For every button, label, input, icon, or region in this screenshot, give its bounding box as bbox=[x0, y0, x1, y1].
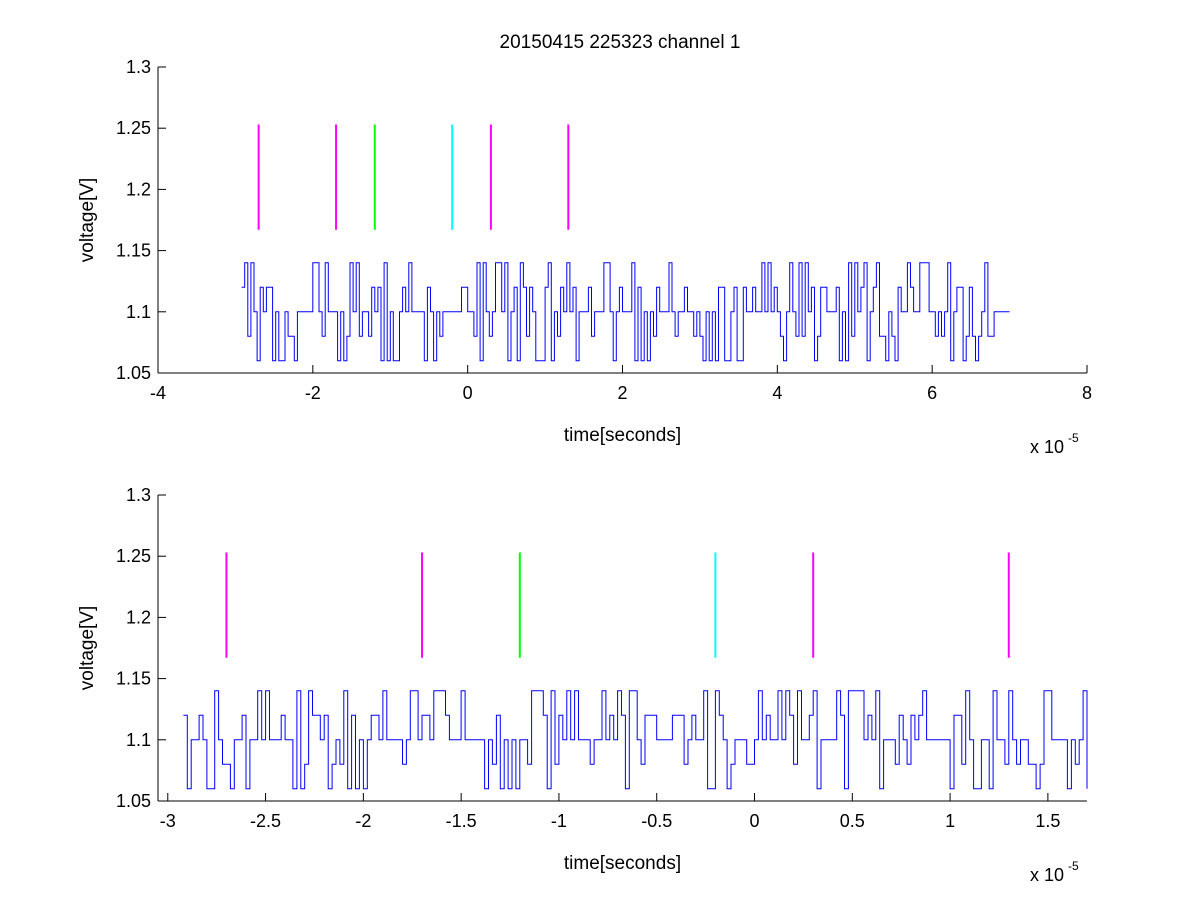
y-tick-label: 1.15 bbox=[116, 241, 151, 261]
x-multiplier-base: x 10 bbox=[1030, 865, 1064, 885]
y-axis-title: voltage[V] bbox=[77, 178, 98, 263]
x-tick-label: 6 bbox=[927, 383, 937, 403]
x-tick-label: -2 bbox=[355, 811, 371, 831]
x-multiplier-exponent: -5 bbox=[1068, 859, 1079, 873]
x-tick-label: 4 bbox=[772, 383, 782, 403]
x-tick-label: 0 bbox=[750, 811, 760, 831]
top-plot-panel: -4 -2 0 2 4 6 8 1.05 1.1 1.15 1.2 1.25 1.3 time[secon… bbox=[77, 57, 1092, 457]
x-tick-label: -2 bbox=[305, 383, 321, 403]
y-tick-label: 1.15 bbox=[116, 669, 151, 689]
x-tick-label: -2.5 bbox=[250, 811, 281, 831]
x-tick-label: -3 bbox=[160, 811, 176, 831]
x-tick-label: 8 bbox=[1082, 383, 1092, 403]
x-tick-label: 0 bbox=[463, 383, 473, 403]
figure-title: 20150415 225323 channel 1 bbox=[500, 32, 741, 53]
y-tick-label: 1.05 bbox=[116, 791, 151, 811]
y-tick-label: 1.25 bbox=[116, 118, 151, 138]
x-tick-label: -0.5 bbox=[641, 811, 672, 831]
x-tick-label: -4 bbox=[150, 383, 166, 403]
y-tick-label: 1.25 bbox=[116, 546, 151, 566]
x-axis-title: time[seconds] bbox=[564, 425, 681, 446]
y-tick-label: 1.3 bbox=[126, 485, 151, 505]
x-tick-label: 1 bbox=[945, 811, 955, 831]
x-tick-label: 1.5 bbox=[1035, 811, 1060, 831]
y-tick-label: 1.1 bbox=[126, 730, 151, 750]
y-tick-label: 1.1 bbox=[126, 302, 151, 322]
x-multiplier-base: x 10 bbox=[1030, 437, 1064, 457]
x-axis-title: time[seconds] bbox=[564, 853, 681, 874]
y-tick-label: 1.2 bbox=[126, 607, 151, 627]
x-tick-label: -1 bbox=[551, 811, 567, 831]
x-tick-label: -1.5 bbox=[446, 811, 477, 831]
y-tick-label: 1.2 bbox=[126, 179, 151, 199]
signal-trace bbox=[241, 262, 1010, 362]
y-tick-label: 1.05 bbox=[116, 363, 151, 383]
x-tick-label: 0.5 bbox=[840, 811, 865, 831]
x-tick-label: 2 bbox=[617, 383, 627, 403]
bottom-plot-panel: -3 -2.5 -2 -1.5 -1 -0.5 0 0.5 1 1.5 1.05 1.1 1.15 1.2… bbox=[77, 485, 1088, 885]
signal-trace bbox=[183, 690, 1088, 790]
x-multiplier-exponent: -5 bbox=[1068, 431, 1079, 445]
y-axis-title: voltage[V] bbox=[77, 606, 98, 691]
y-tick-label: 1.3 bbox=[126, 57, 151, 77]
